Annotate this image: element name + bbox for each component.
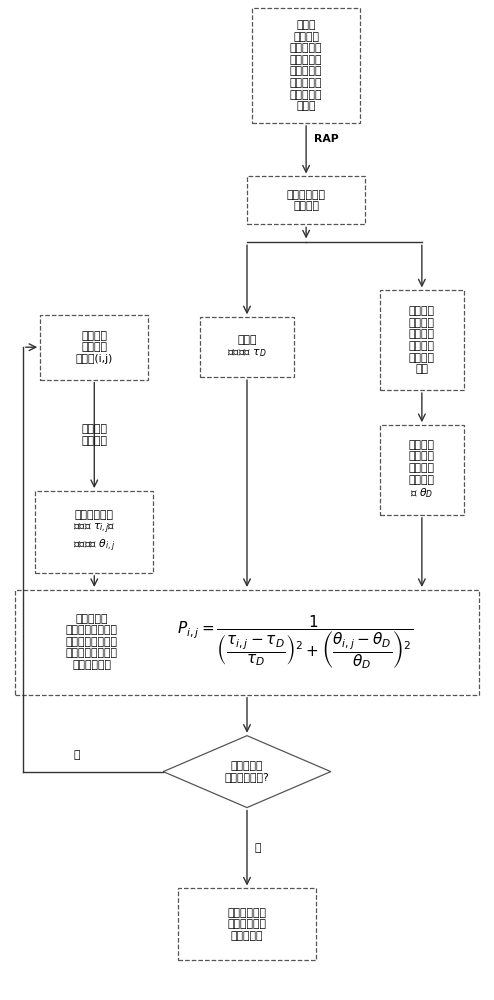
- Text: $P_{i,j}=\dfrac{1}{\left(\dfrac{\tau_{i,j}-\tau_D}{\tau_D}\right)^2+\left(\dfrac: $P_{i,j}=\dfrac{1}{\left(\dfrac{\tau_{i,…: [177, 613, 413, 671]
- Text: 匹配处理结果
最大值位置即
为目标位置: 匹配处理结果 最大值位置即 为目标位置: [228, 908, 266, 941]
- Bar: [247, 176, 365, 224]
- Bar: [178, 888, 316, 960]
- Text: 仿真直达波到
达时延 $\tau_{i,j}$和
到达角度 $\theta_{i,j}$: 仿真直达波到 达时延 $\tau_{i,j}$和 到达角度 $\theta_{i…: [73, 510, 116, 554]
- Text: 假设目标
位置位于
网格点(i,j): 假设目标 位置位于 网格点(i,j): [76, 331, 113, 364]
- Text: 假设的位置
覆盖观测区域?: 假设的位置 覆盖观测区域?: [225, 761, 269, 782]
- Text: 接收回波进行
匹配滤波: 接收回波进行 匹配滤波: [287, 190, 326, 211]
- Text: 射线模型
仿真计算: 射线模型 仿真计算: [82, 424, 107, 446]
- Text: 是: 是: [254, 843, 261, 853]
- Bar: [40, 315, 149, 380]
- Text: 用矩形时
间窗函数
截取匹配
滤波输出
的直达波
部分: 用矩形时 间窗函数 截取匹配 滤波输出 的直达波 部分: [409, 306, 435, 374]
- Bar: [35, 491, 154, 573]
- Text: 单基地
声纳系统
（包括单个
发射换能器
和一个多元
接收阵，置
于临界深度
之下）: 单基地 声纳系统 （包括单个 发射换能器 和一个多元 接收阵，置 于临界深度 之…: [290, 20, 323, 111]
- Bar: [252, 8, 360, 123]
- Text: 进行目标
方位估计
得到直达
波到达角
度 $\theta_D$: 进行目标 方位估计 得到直达 波到达角 度 $\theta_D$: [409, 440, 435, 500]
- Bar: [380, 425, 464, 515]
- Text: 匹配处理，
沿距离和深度对匹
配处理输出进行搜
索，在峰值处获得
目标定位结果: 匹配处理， 沿距离和深度对匹 配处理输出进行搜 索，在峰值处获得 目标定位结果: [66, 614, 118, 670]
- Bar: [200, 317, 294, 377]
- Bar: [15, 590, 479, 695]
- Polygon shape: [163, 736, 331, 808]
- Bar: [380, 290, 464, 390]
- Text: 直达波
到达时延 $\tau_D$: 直达波 到达时延 $\tau_D$: [227, 336, 267, 359]
- Text: RAP: RAP: [314, 134, 338, 144]
- Text: 否: 否: [74, 750, 81, 760]
